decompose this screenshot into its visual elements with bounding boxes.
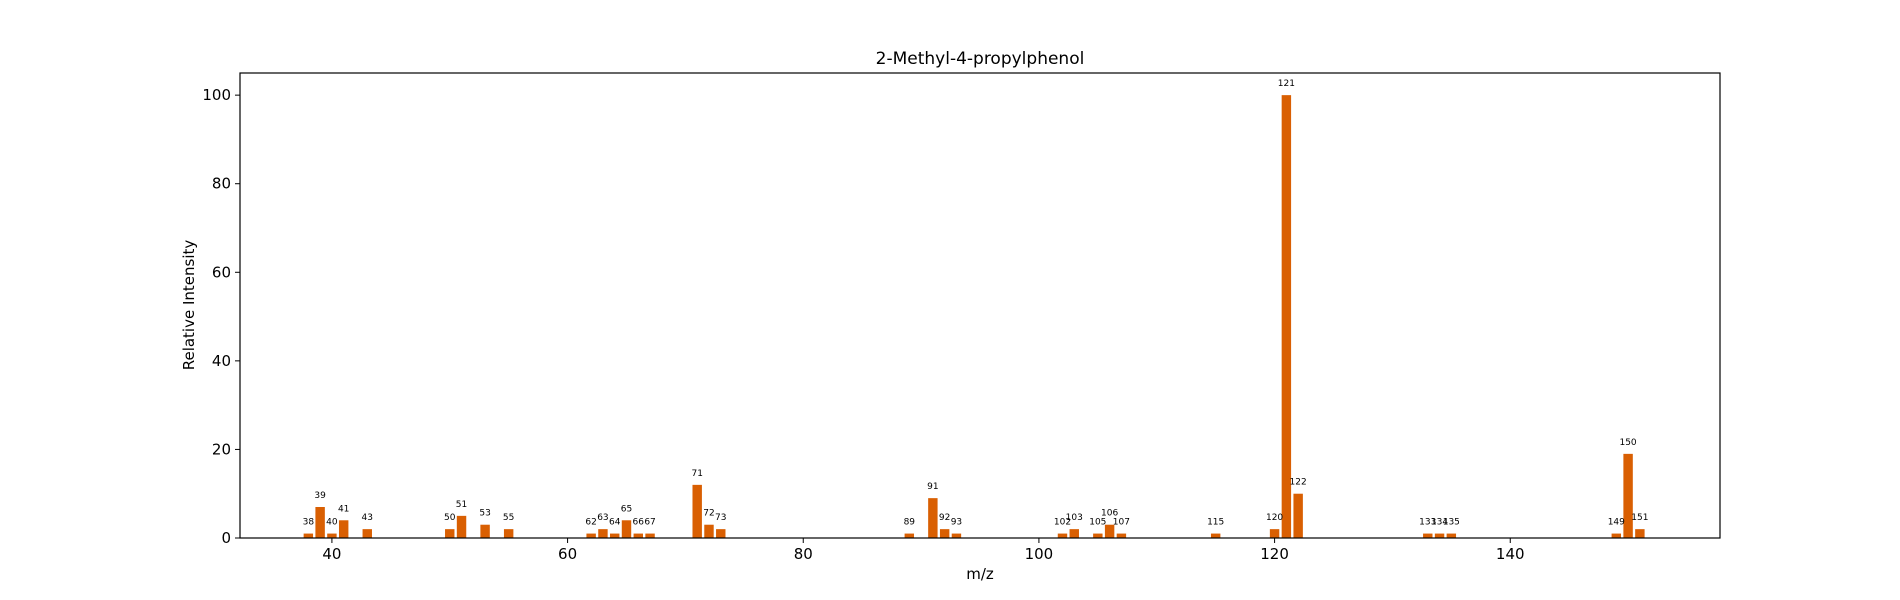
bar-mz-51 — [456, 515, 467, 538]
bar-mz-73 — [716, 529, 726, 538]
bar-mz-122 — [1293, 493, 1303, 538]
x-tick-label-140: 140 — [1496, 545, 1525, 563]
bar-mz-63 — [598, 529, 608, 538]
bar-mz-41 — [338, 520, 349, 538]
bar-mz-53 — [480, 524, 490, 538]
bar-label-mz-43: 43 — [362, 513, 373, 523]
bar-label-mz-106: 106 — [1101, 509, 1118, 519]
x-tick-label-80: 80 — [794, 545, 813, 563]
x-tick-label-120: 120 — [1260, 545, 1289, 563]
bar-label-mz-65: 65 — [621, 504, 632, 514]
bar-label-mz-115: 115 — [1207, 518, 1224, 528]
bar-mz-151 — [1635, 529, 1645, 538]
bar-label-mz-38: 38 — [303, 518, 315, 528]
bar-label-mz-39: 39 — [314, 491, 326, 501]
bar-label-mz-72: 72 — [703, 509, 714, 519]
bar-mz-149 — [1611, 533, 1622, 538]
bar-mz-64 — [610, 533, 620, 538]
bar-mz-67 — [645, 533, 655, 538]
bar-mz-106 — [1104, 524, 1115, 538]
bar-label-mz-41: 41 — [338, 504, 349, 514]
y-axis-ticks: 0 20 40 60 80 100 — [202, 86, 240, 547]
bar-label-mz-91: 91 — [927, 482, 938, 492]
bar-label-mz-73: 73 — [715, 513, 726, 523]
chart-title: 2-Methyl-4-propylphenol — [876, 49, 1085, 69]
x-axis-ticks: 40 60 80 100 120 140 — [322, 538, 1525, 563]
bar-label-mz-151: 151 — [1631, 513, 1648, 523]
bars-layer — [303, 95, 1645, 538]
bar-label-mz-105: 105 — [1089, 518, 1106, 528]
bar-label-mz-51: 51 — [456, 500, 467, 510]
bar-mz-92 — [939, 529, 950, 538]
y-tick-label-0: 0 — [221, 529, 231, 547]
bar-mz-102 — [1057, 533, 1068, 538]
bar-label-mz-67: 67 — [644, 518, 655, 528]
bar-mz-50 — [445, 529, 455, 538]
bar-label-mz-71: 71 — [691, 469, 702, 479]
bar-mz-55 — [503, 529, 514, 538]
y-tick-label-60: 60 — [212, 263, 231, 281]
bar-mz-135 — [1446, 533, 1457, 538]
bar-label-mz-121: 121 — [1278, 79, 1295, 89]
y-tick-label-100: 100 — [202, 86, 231, 104]
bar-label-mz-50: 50 — [444, 513, 456, 523]
bar-mz-103 — [1069, 529, 1079, 538]
bar-mz-43 — [362, 529, 372, 538]
x-tick-label-40: 40 — [322, 545, 341, 563]
bar-label-mz-89: 89 — [904, 518, 916, 528]
bar-mz-66 — [633, 533, 643, 538]
bar-label-mz-133: 133 — [1419, 518, 1436, 528]
bar-label-mz-120: 120 — [1266, 513, 1283, 523]
bar-mz-105 — [1093, 533, 1103, 538]
bar-mz-39 — [315, 507, 325, 538]
bar-label-mz-55: 55 — [503, 513, 514, 523]
bar-mz-150 — [1623, 453, 1633, 538]
y-axis-title: Relative Intensity — [180, 240, 198, 371]
bar-label-mz-92: 92 — [939, 513, 950, 523]
bar-mz-65 — [621, 520, 632, 538]
bar-mz-91 — [928, 498, 938, 538]
bar-mz-62 — [586, 533, 596, 538]
x-tick-label-100: 100 — [1025, 545, 1054, 563]
bar-mz-134 — [1434, 533, 1445, 538]
bar-label-mz-63: 63 — [597, 513, 608, 523]
bar-label-mz-66: 66 — [633, 518, 645, 528]
bar-label-mz-93: 93 — [951, 518, 962, 528]
bar-mz-107 — [1116, 533, 1127, 538]
y-tick-label-40: 40 — [212, 352, 231, 370]
bar-mz-38 — [303, 533, 314, 538]
bar-label-mz-62: 62 — [585, 518, 596, 528]
y-tick-label-20: 20 — [212, 440, 231, 458]
bar-mz-93 — [951, 533, 962, 538]
plot-area-frame — [239, 72, 1721, 539]
bar-label-mz-150: 150 — [1619, 438, 1636, 448]
x-axis-title: m/z — [966, 565, 994, 583]
bar-label-mz-53: 53 — [479, 509, 490, 519]
bar-mz-89 — [904, 533, 915, 538]
bar-mz-71 — [692, 484, 702, 538]
bar-label-mz-107: 107 — [1113, 518, 1130, 528]
bar-mz-72 — [704, 524, 714, 538]
bar-mz-133 — [1423, 533, 1433, 538]
bar-mz-120 — [1269, 529, 1280, 538]
x-tick-label-60: 60 — [558, 545, 577, 563]
bar-label-mz-134: 134 — [1431, 518, 1448, 528]
bar-mz-40 — [327, 533, 337, 538]
y-tick-label-80: 80 — [212, 175, 231, 193]
bar-label-mz-103: 103 — [1066, 513, 1083, 523]
bar-label-mz-135: 135 — [1443, 518, 1460, 528]
bar-mz-121 — [1281, 95, 1292, 538]
bar-label-mz-149: 149 — [1608, 518, 1625, 528]
bar-label-mz-40: 40 — [326, 518, 338, 528]
bar-mz-115 — [1210, 533, 1221, 538]
bar-label-mz-122: 122 — [1290, 478, 1307, 488]
bar-label-mz-64: 64 — [609, 518, 621, 528]
bar-label-mz-102: 102 — [1054, 518, 1071, 528]
